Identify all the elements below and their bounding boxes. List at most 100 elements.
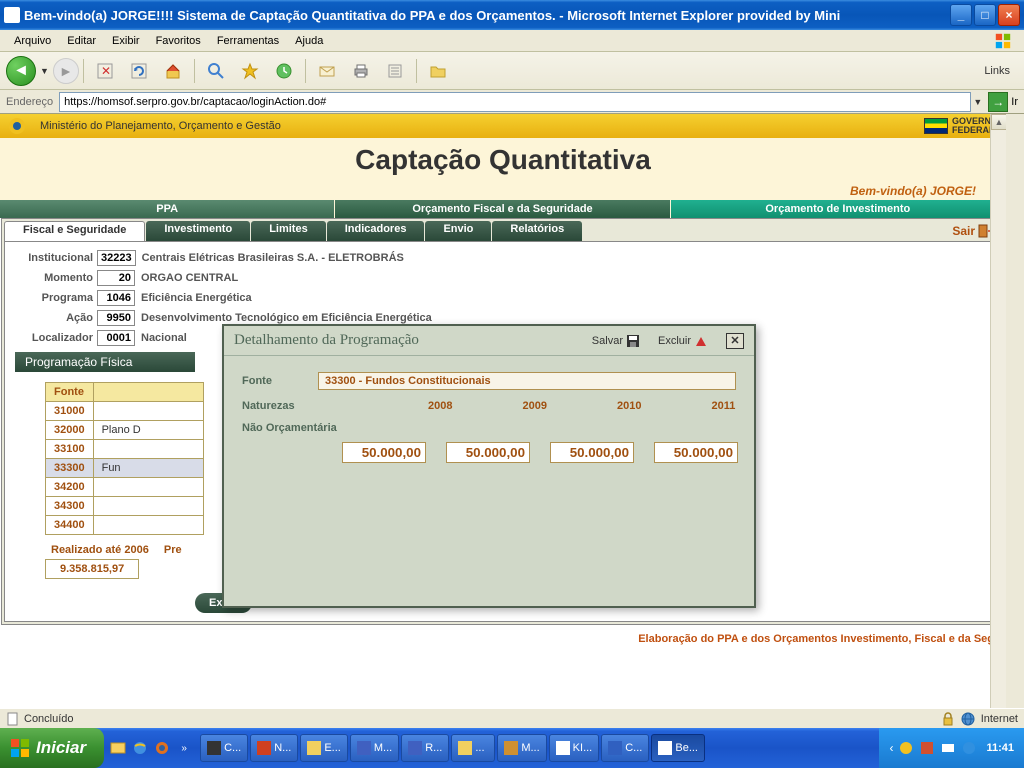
ql-more[interactable]: » xyxy=(174,738,194,758)
start-button[interactable]: Iniciar xyxy=(0,728,104,768)
menu-favoritos[interactable]: Favoritos xyxy=(148,33,209,49)
subtab-relatorios[interactable]: Relatórios xyxy=(492,221,582,241)
brazil-flag-icon xyxy=(924,118,948,134)
fonte-desc[interactable] xyxy=(93,516,203,535)
fonte-code[interactable]: 32000 xyxy=(46,421,94,440)
ql-ie[interactable] xyxy=(130,738,150,758)
edit-button[interactable] xyxy=(380,56,410,86)
institucional-label: Institucional xyxy=(15,252,93,264)
scroll-up-button[interactable]: ▲ xyxy=(991,114,1007,130)
search-button[interactable] xyxy=(201,56,231,86)
menu-ajuda[interactable]: Ajuda xyxy=(287,33,331,49)
clock[interactable]: 11:41 xyxy=(986,742,1014,754)
stop-button[interactable]: ✕ xyxy=(90,56,120,86)
forward-button[interactable]: ► xyxy=(53,58,79,84)
subtab-indicadores[interactable]: Indicadores xyxy=(327,221,425,241)
task-8[interactable]: C... xyxy=(601,734,649,762)
fonte-desc[interactable] xyxy=(93,402,203,421)
tray-expand[interactable]: ‹ xyxy=(889,741,893,755)
address-dropdown[interactable]: ▼ xyxy=(973,97,982,107)
system-tray: ‹ 11:41 xyxy=(879,728,1024,768)
history-button[interactable] xyxy=(269,56,299,86)
modal-close-button[interactable]: ✕ xyxy=(726,333,744,349)
amount-0[interactable] xyxy=(342,442,426,463)
tab-ppa[interactable]: PPA xyxy=(0,200,335,218)
fonte-code[interactable]: 33100 xyxy=(46,440,94,459)
window-title: Bem-vindo(a) JORGE!!!! Sistema de Captaç… xyxy=(24,8,950,23)
menu-ferramentas[interactable]: Ferramentas xyxy=(209,33,287,49)
modal-title: Detalhamento da Programação xyxy=(234,332,419,349)
print-button[interactable] xyxy=(346,56,376,86)
scrollbar[interactable]: ▲ ▼ xyxy=(990,114,1006,768)
close-button[interactable]: × xyxy=(998,4,1020,26)
fonte-code[interactable]: 33300 xyxy=(46,459,94,478)
tray-icon-2[interactable] xyxy=(919,740,935,756)
task-4[interactable]: R... xyxy=(401,734,449,762)
zone-text: Internet xyxy=(981,713,1018,725)
fonte-desc[interactable]: Plano D xyxy=(93,421,203,440)
ministry-label: Ministério do Planejamento, Orçamento e … xyxy=(40,120,281,132)
welcome-message: Bem-vindo(a) JORGE! xyxy=(0,182,1006,200)
institucional-desc: Centrais Elétricas Brasileiras S.A. - EL… xyxy=(142,252,404,264)
localizador-value: 0001 xyxy=(97,330,135,346)
main-tabs: PPA Orçamento Fiscal e da Seguridade Orç… xyxy=(0,200,1006,218)
realizado-value: 9.358.815,97 xyxy=(45,559,139,579)
task-3[interactable]: M... xyxy=(350,734,399,762)
refresh-button[interactable] xyxy=(124,56,154,86)
fonte-desc[interactable] xyxy=(93,478,203,497)
tray-icon-4[interactable] xyxy=(961,740,977,756)
links-label[interactable]: Links xyxy=(976,65,1018,77)
tray-icon-1[interactable] xyxy=(898,740,914,756)
subtab-investimento[interactable]: Investimento xyxy=(146,221,250,241)
ql-firefox[interactable] xyxy=(152,738,172,758)
task-2[interactable]: E... xyxy=(300,734,348,762)
task-6[interactable]: M... xyxy=(497,734,546,762)
tray-icon-3[interactable] xyxy=(940,740,956,756)
fonte-code[interactable]: 34200 xyxy=(46,478,94,497)
task-1[interactable]: N... xyxy=(250,734,298,762)
menu-bar: Arquivo Editar Exibir Favoritos Ferramen… xyxy=(0,30,1024,52)
task-5[interactable]: ... xyxy=(451,734,495,762)
maximize-button[interactable]: □ xyxy=(974,4,996,26)
taskbar-tasks: C... N... E... M... R... ... M... KI... … xyxy=(200,734,879,762)
folder-button[interactable] xyxy=(423,56,453,86)
back-dropdown[interactable]: ▼ xyxy=(40,66,49,76)
fonte-desc[interactable] xyxy=(93,497,203,516)
task-0[interactable]: C... xyxy=(200,734,248,762)
go-button[interactable]: → xyxy=(988,92,1008,112)
menu-exibir[interactable]: Exibir xyxy=(104,33,148,49)
tab-fiscal[interactable]: Orçamento Fiscal e da Seguridade xyxy=(335,200,670,218)
fonte-code[interactable]: 31000 xyxy=(46,402,94,421)
task-9[interactable]: Be... xyxy=(651,734,705,762)
modal-excluir-button[interactable]: Excluir xyxy=(658,334,708,348)
windows-logo-icon xyxy=(10,738,30,758)
amount-3[interactable] xyxy=(654,442,738,463)
menu-editar[interactable]: Editar xyxy=(59,33,104,49)
save-icon xyxy=(626,334,640,348)
home-button[interactable] xyxy=(158,56,188,86)
address-label: Endereço xyxy=(6,96,53,108)
fonte-desc[interactable]: Fun xyxy=(93,459,203,478)
ql-outlook[interactable] xyxy=(108,738,128,758)
minimize-button[interactable]: _ xyxy=(950,4,972,26)
amount-2[interactable] xyxy=(550,442,634,463)
favorites-button[interactable] xyxy=(235,56,265,86)
task-7[interactable]: KI... xyxy=(549,734,600,762)
fonte-desc[interactable] xyxy=(93,440,203,459)
tab-investimento[interactable]: Orçamento de Investimento xyxy=(671,200,1006,218)
modal-salvar-button[interactable]: Salvar xyxy=(592,334,640,348)
subtab-limites[interactable]: Limites xyxy=(251,221,326,241)
modal-naturezas-label: Naturezas xyxy=(242,400,318,412)
amount-1[interactable] xyxy=(446,442,530,463)
address-input[interactable] xyxy=(59,92,971,112)
modal-body: Fonte 33300 - Fundos Constitucionais Nat… xyxy=(224,356,754,479)
modal-fonte-value: 33300 - Fundos Constitucionais xyxy=(318,372,736,390)
subtab-fiscal[interactable]: Fiscal e Seguridade xyxy=(4,221,145,241)
fonte-code[interactable]: 34300 xyxy=(46,497,94,516)
mail-button[interactable] xyxy=(312,56,342,86)
subtab-envio[interactable]: Envio xyxy=(425,221,491,241)
modal-header: Detalhamento da Programação Salvar Exclu… xyxy=(224,326,754,356)
back-button[interactable]: ◄ xyxy=(6,56,36,86)
fonte-code[interactable]: 34400 xyxy=(46,516,94,535)
menu-arquivo[interactable]: Arquivo xyxy=(6,33,59,49)
